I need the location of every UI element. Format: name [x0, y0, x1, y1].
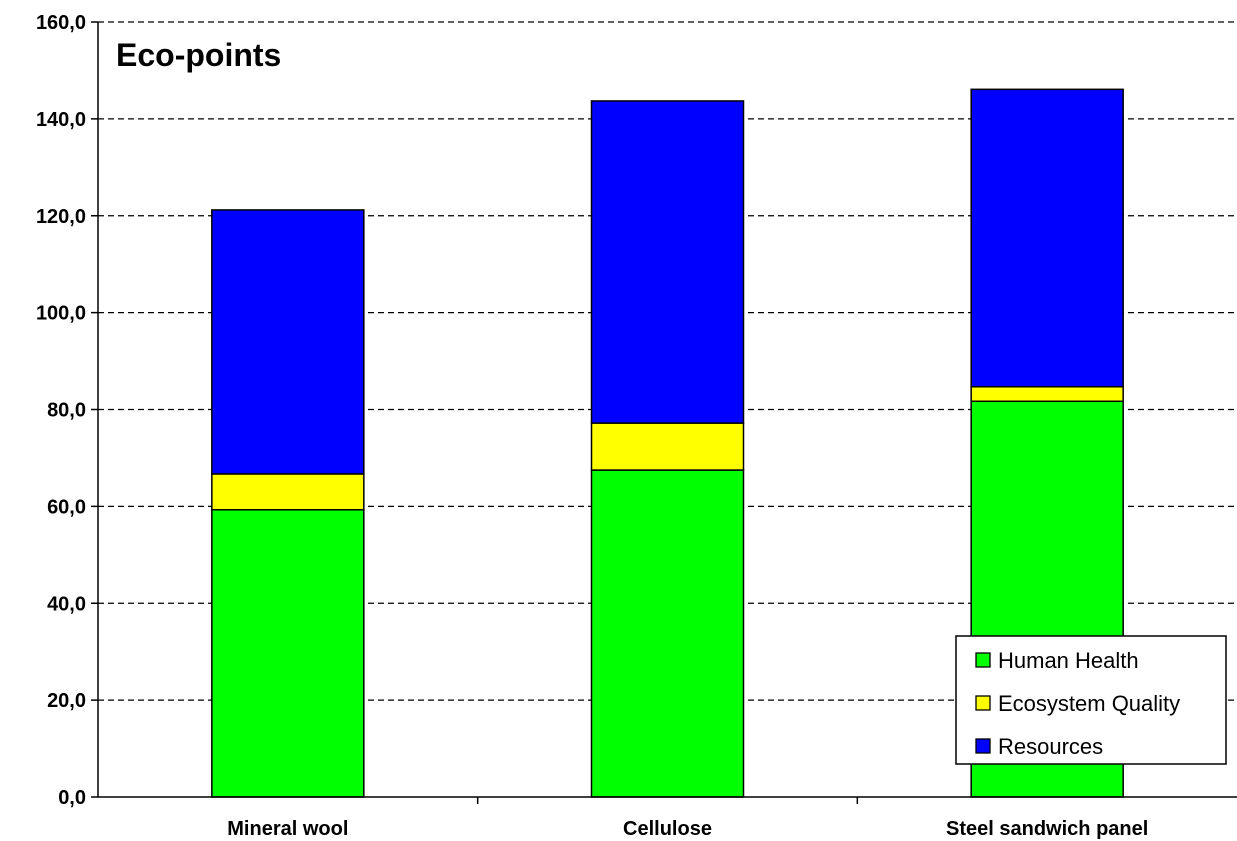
y-tick-label: 40,0	[47, 593, 86, 615]
y-tick-label: 60,0	[47, 496, 86, 518]
bar-segment	[590, 100, 745, 424]
y-tick-label: 100,0	[36, 303, 86, 325]
category-label: Cellulose	[623, 818, 712, 840]
category-labels: Mineral wool Cellulose Steel sandwich pane…	[227, 818, 1148, 840]
category-label: Mineral wool	[227, 818, 348, 840]
bar-segment	[211, 509, 365, 798]
legend-label: Ecosystem Quality	[998, 691, 1180, 716]
bar-segment	[211, 473, 365, 511]
legend-swatch	[975, 738, 991, 754]
legend-label: Human Health	[998, 648, 1139, 673]
legend: Human Health Ecosystem Quality Resources	[955, 635, 1227, 765]
legend-swatch	[975, 652, 991, 668]
bar-segment	[970, 385, 1124, 403]
category-label: Steel sandwich panel	[946, 818, 1148, 840]
y-tick-label: 140,0	[36, 109, 86, 131]
legend-label: Resources	[998, 734, 1103, 759]
bar-segment	[211, 209, 365, 475]
bar-segment	[590, 422, 745, 471]
chart-title: Eco-points	[116, 37, 281, 73]
legend-box	[955, 635, 1227, 765]
y-tick-label: 120,0	[36, 206, 86, 228]
legend-swatch	[975, 695, 991, 711]
bar-segment	[970, 88, 1124, 388]
axes	[91, 21, 1237, 804]
bar-segment	[590, 469, 745, 798]
y-tick-label: 80,0	[47, 400, 86, 422]
y-tick-labels: 0,0 20,0 40,0 60,0 80,0 100,0 120,0 140,0 160,0	[36, 12, 86, 809]
y-tick-label: 0,0	[58, 787, 86, 809]
y-tick-label: 20,0	[47, 690, 86, 712]
y-tick-label: 160,0	[36, 12, 86, 34]
